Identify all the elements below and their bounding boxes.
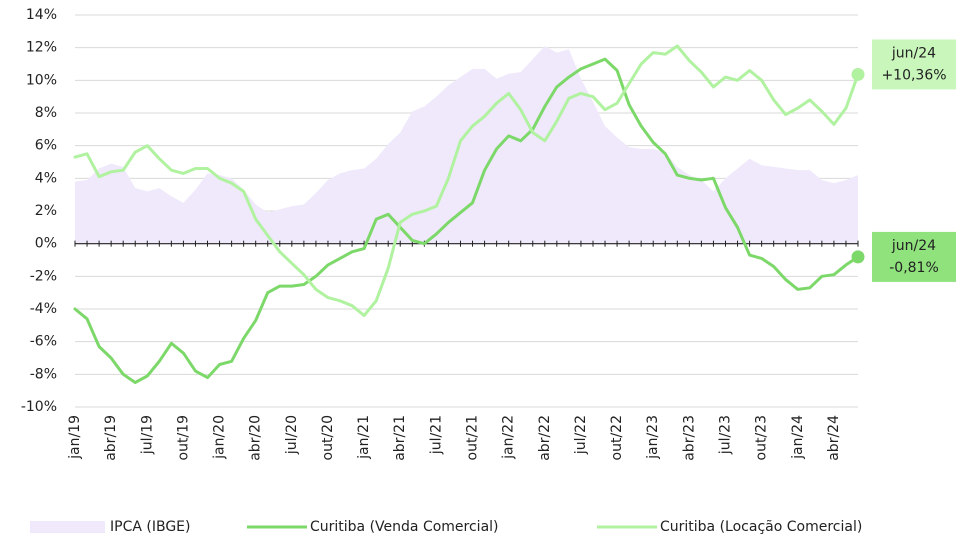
x-tick-label: out/23 <box>754 415 770 460</box>
annotation-box <box>872 231 956 282</box>
y-tick-label: 14% <box>26 7 57 23</box>
end-point <box>851 67 865 81</box>
x-tick-label: out/22 <box>609 415 625 460</box>
x-tick-label: abr/22 <box>537 415 553 461</box>
x-tick-label: abr/23 <box>681 415 697 461</box>
y-tick-label: 6% <box>35 138 57 154</box>
y-tick-label: -6% <box>30 334 57 350</box>
y-tick-label: 10% <box>26 72 57 88</box>
x-tick-label: jul/23 <box>717 415 733 455</box>
annotation-text: jun/24 <box>891 238 936 254</box>
x-tick-label: jan/19 <box>67 415 83 460</box>
annotation-text: +10,36% <box>881 67 946 83</box>
x-tick-label: abr/19 <box>103 415 119 461</box>
x-tick-label: jul/20 <box>284 415 300 455</box>
y-tick-label: -10% <box>21 399 57 415</box>
annotation-text: jun/24 <box>891 45 936 61</box>
legend-label: Curitiba (Locação Comercial) <box>660 519 862 535</box>
x-tick-label: jan/21 <box>356 415 372 460</box>
y-tick-label: 2% <box>35 203 57 219</box>
end-point <box>851 250 865 264</box>
x-tick-label: jul/21 <box>428 415 444 455</box>
y-tick-label: 4% <box>35 170 57 186</box>
x-tick-label: out/19 <box>175 415 191 460</box>
y-tick-label: 0% <box>35 236 57 252</box>
x-tick-label: jan/23 <box>645 415 661 460</box>
x-tick-label: jan/20 <box>212 415 228 460</box>
annotation-box <box>872 39 956 90</box>
y-tick-label: 12% <box>26 40 57 56</box>
x-tick-label: jul/22 <box>573 415 589 455</box>
y-tick-label: -4% <box>30 301 57 317</box>
annotation-text: -0,81% <box>889 260 939 276</box>
x-tick-label: out/21 <box>465 415 481 460</box>
x-tick-label: abr/24 <box>826 415 842 461</box>
line <box>73 57 860 384</box>
x-tick-label: abr/20 <box>248 415 264 461</box>
y-tick-label: -8% <box>30 366 57 382</box>
x-tick-label: jan/22 <box>501 415 517 460</box>
x-tick-label: out/20 <box>320 415 336 460</box>
area <box>75 46 858 244</box>
legend-swatch <box>30 521 105 533</box>
legend-label: Curitiba (Venda Comercial) <box>310 519 499 535</box>
legend-label: IPCA (IBGE) <box>110 519 190 535</box>
line <box>73 44 860 317</box>
y-tick-label: 8% <box>35 105 57 121</box>
x-tick-label: jan/24 <box>790 415 806 460</box>
x-tick-label: jul/19 <box>139 415 155 455</box>
x-tick-label: abr/21 <box>392 415 408 461</box>
y-tick-label: -2% <box>30 268 57 284</box>
